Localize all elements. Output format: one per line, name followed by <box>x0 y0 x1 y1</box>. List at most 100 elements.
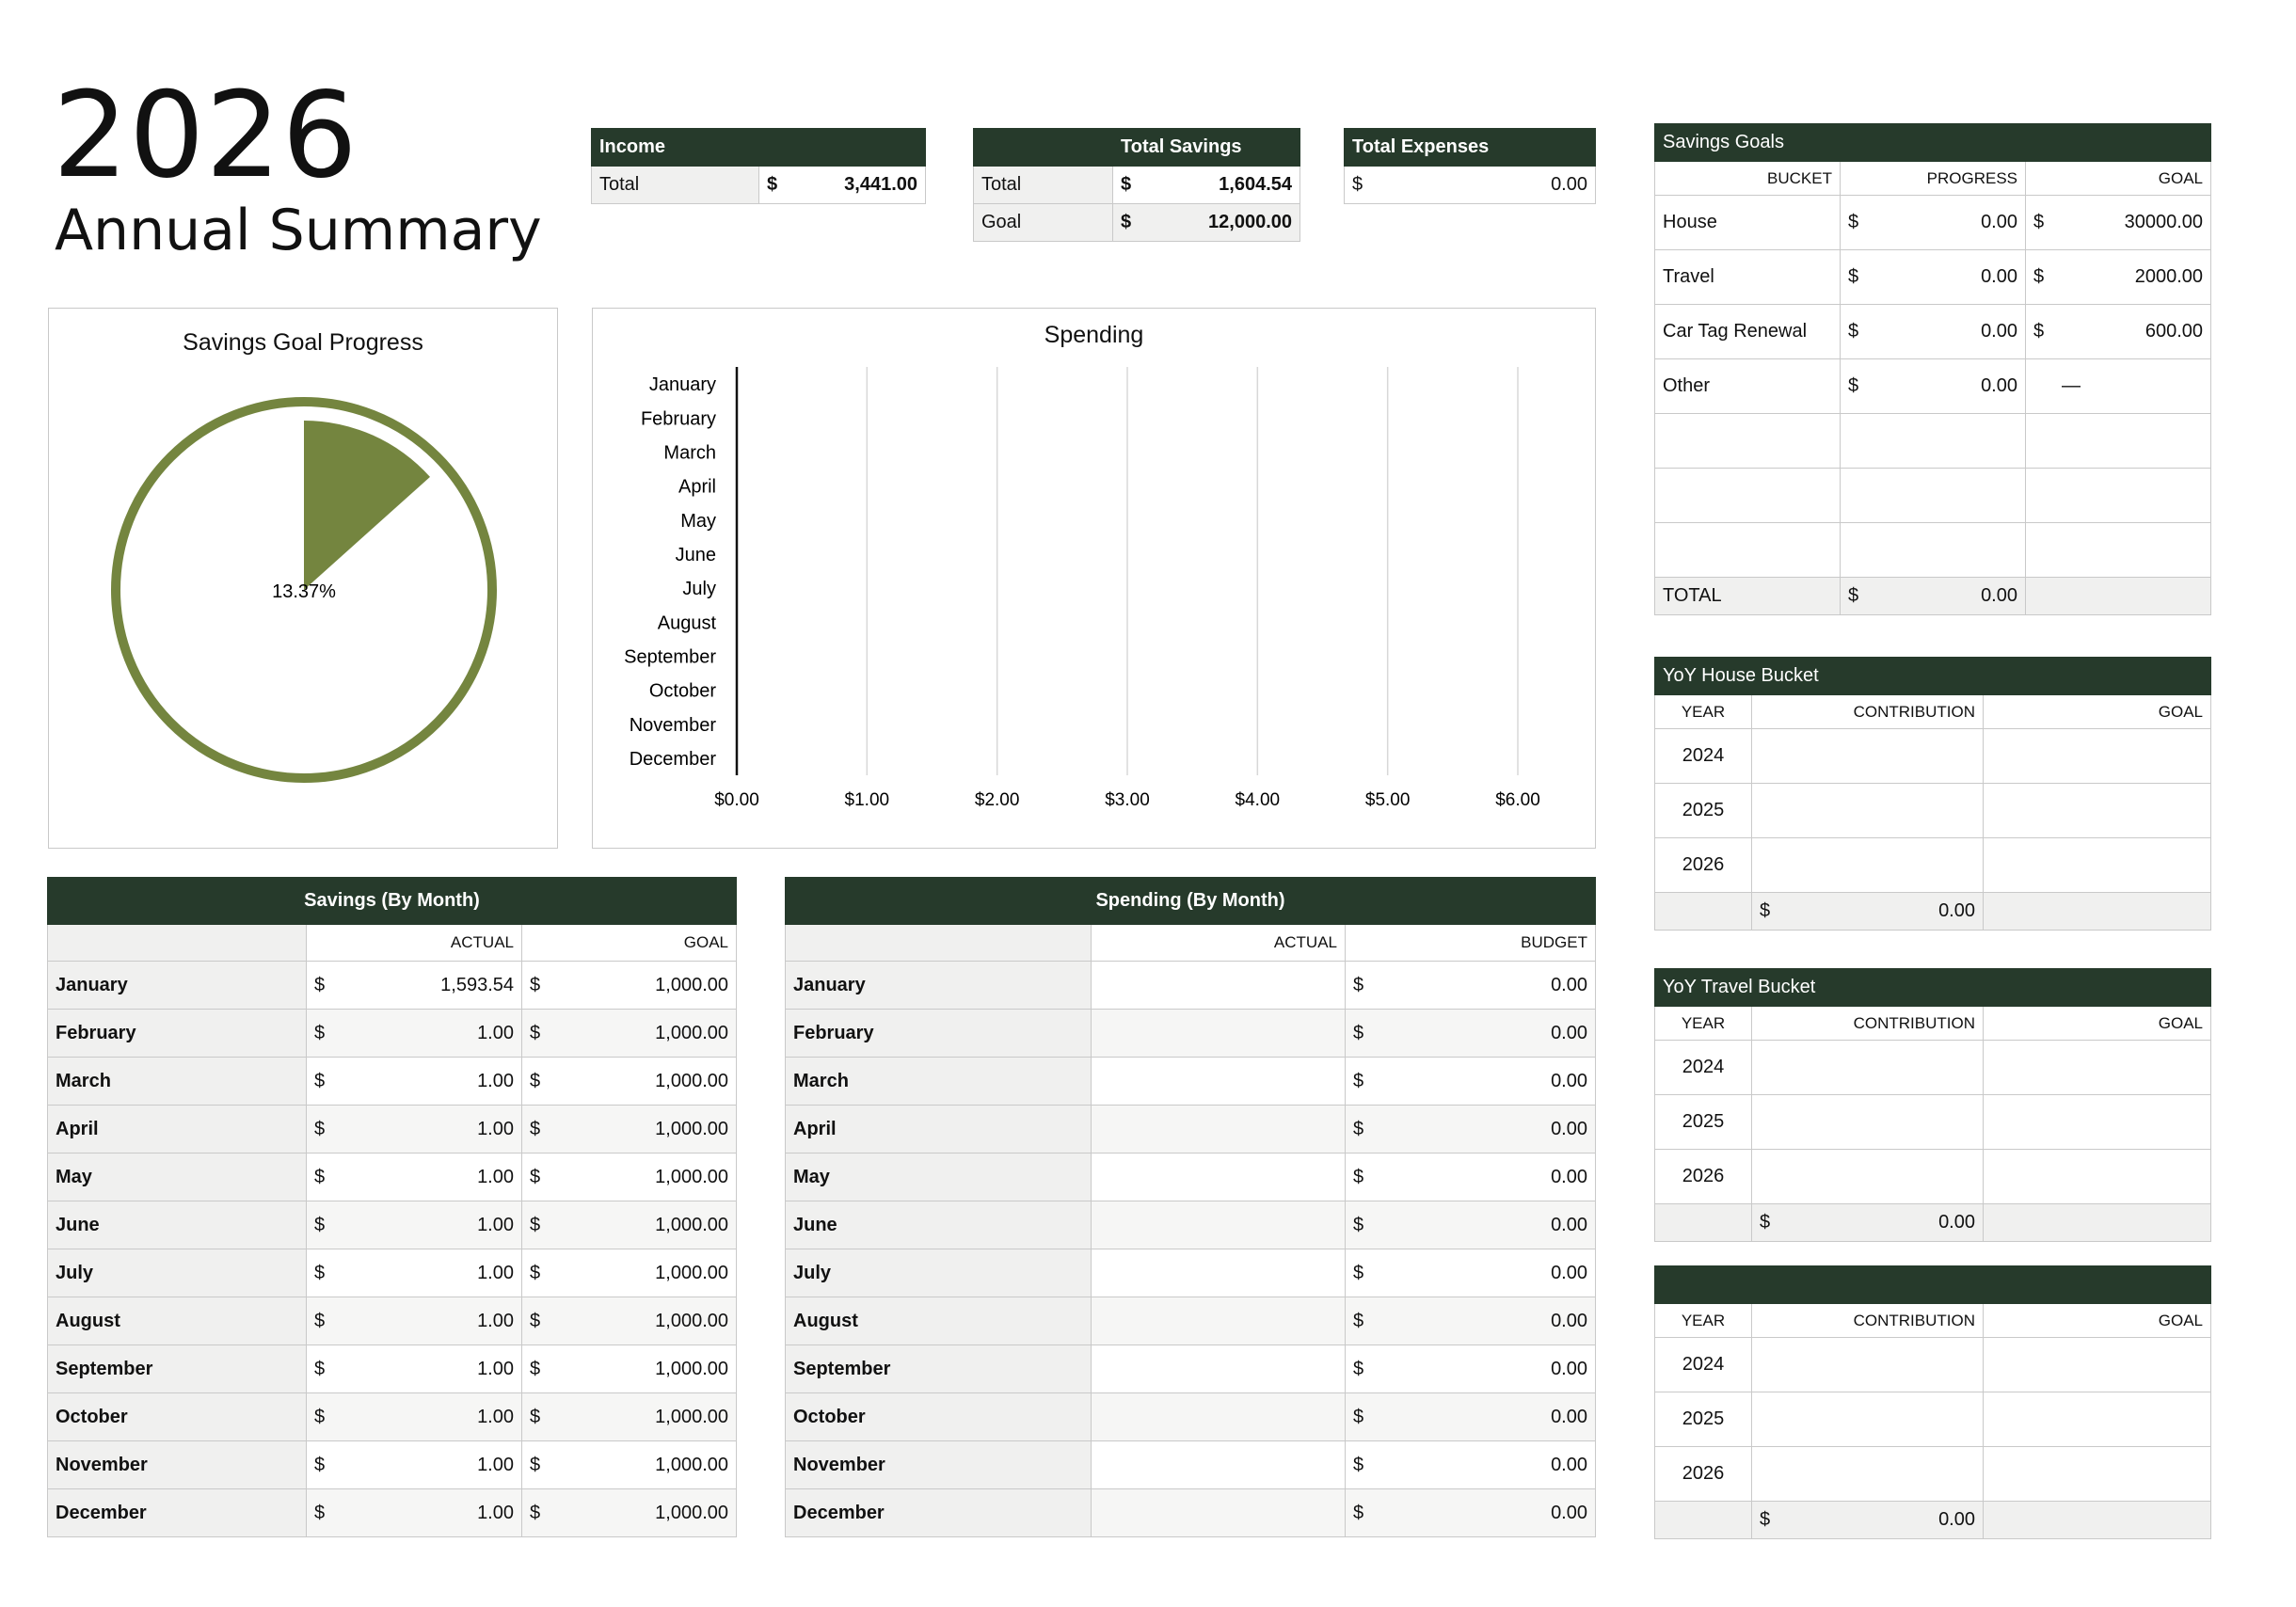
goal-cell[interactable]: $1,000.00 <box>521 1344 737 1393</box>
goal-cell[interactable] <box>1983 1337 2211 1392</box>
goal-cell[interactable] <box>1983 1040 2211 1095</box>
contribution-cell[interactable] <box>1751 783 1984 838</box>
goal-cell[interactable] <box>1983 1392 2211 1447</box>
actual-cell[interactable]: $1.00 <box>306 1057 522 1106</box>
empty-cell[interactable] <box>1840 468 2026 523</box>
contribution-cell[interactable] <box>1751 1337 1984 1392</box>
goal-cell[interactable]: $1,000.00 <box>521 1249 737 1297</box>
actual-cell[interactable] <box>1091 1249 1346 1297</box>
progress-cell[interactable]: $0.00 <box>1840 304 2026 359</box>
total-savings-goal-cell[interactable]: $ 12,000.00 <box>1112 203 1300 242</box>
currency-symbol: $ <box>1848 585 1859 606</box>
actual-cell[interactable] <box>1091 1392 1346 1441</box>
actual-cell[interactable] <box>1091 1488 1346 1537</box>
actual-cell[interactable]: $1.00 <box>306 1297 522 1345</box>
budget-cell[interactable]: $0.00 <box>1345 1297 1596 1345</box>
actual-cell[interactable]: $1.00 <box>306 1440 522 1489</box>
goal-cell[interactable]: $600.00 <box>2025 304 2211 359</box>
goal-cell[interactable] <box>1983 1149 2211 1204</box>
contribution-cell[interactable] <box>1751 1446 1984 1502</box>
actual-cell[interactable] <box>1091 1344 1346 1393</box>
empty-cell[interactable] <box>1840 522 2026 578</box>
goal-cell[interactable]: $30000.00 <box>2025 195 2211 250</box>
goal-value: 1,000.00 <box>655 1118 728 1139</box>
actual-cell[interactable] <box>1091 1057 1346 1106</box>
total-savings-title: Total Savings <box>1112 128 1300 167</box>
goal-cell[interactable]: $1,000.00 <box>521 1392 737 1441</box>
actual-cell[interactable] <box>1091 1105 1346 1154</box>
actual-cell[interactable]: $1.00 <box>306 1105 522 1154</box>
budget-cell[interactable]: $0.00 <box>1345 1153 1596 1201</box>
actual-cell[interactable] <box>1091 961 1346 1010</box>
budget-cell[interactable]: $0.00 <box>1345 961 1596 1010</box>
goal-cell[interactable]: $1,000.00 <box>521 1201 737 1249</box>
month-label: August <box>785 1297 1092 1345</box>
month-label: October <box>47 1392 307 1441</box>
goal-cell[interactable] <box>1983 1446 2211 1502</box>
progress-cell[interactable]: $0.00 <box>1840 358 2026 414</box>
goal-cell[interactable]: $2000.00 <box>2025 249 2211 305</box>
contribution-cell[interactable] <box>1751 1392 1984 1447</box>
empty-cell[interactable] <box>1840 413 2026 469</box>
empty-cell[interactable] <box>1654 522 1841 578</box>
progress-cell[interactable]: $0.00 <box>1840 195 2026 250</box>
goal-cell[interactable] <box>1983 1094 2211 1150</box>
total-cell[interactable]: $0.00 <box>1751 1203 1984 1242</box>
total-cell[interactable]: $0.00 <box>1751 892 1984 931</box>
empty-cell[interactable] <box>1654 413 1841 469</box>
total-cell[interactable]: $0.00 <box>1751 1501 1984 1539</box>
budget-cell[interactable]: $0.00 <box>1345 1057 1596 1106</box>
contribution-cell[interactable] <box>1751 1149 1984 1204</box>
budget-cell[interactable]: $0.00 <box>1345 1009 1596 1058</box>
actual-cell[interactable] <box>1091 1153 1346 1201</box>
total-savings-total-cell[interactable]: $ 1,604.54 <box>1112 166 1300 204</box>
goal-cell[interactable]: $1,000.00 <box>521 1153 737 1201</box>
income-value-cell[interactable]: $ 3,441.00 <box>758 166 926 204</box>
actual-cell[interactable]: $1.00 <box>306 1249 522 1297</box>
table-row: March $0.00 <box>785 1057 1596 1106</box>
actual-cell[interactable]: $1.00 <box>306 1009 522 1058</box>
goal-cell[interactable]: $1,000.00 <box>521 1488 737 1537</box>
actual-cell[interactable] <box>1091 1201 1346 1249</box>
budget-cell[interactable]: $0.00 <box>1345 1344 1596 1393</box>
budget-cell[interactable]: $0.00 <box>1345 1488 1596 1537</box>
goal-cell[interactable] <box>1983 728 2211 784</box>
actual-cell[interactable]: $1,593.54 <box>306 961 522 1010</box>
actual-cell[interactable]: $1.00 <box>306 1392 522 1441</box>
contribution-cell[interactable] <box>1751 1094 1984 1150</box>
goal-cell[interactable]: $1,000.00 <box>521 961 737 1010</box>
contribution-cell[interactable] <box>1751 837 1984 893</box>
progress-cell[interactable]: $0.00 <box>1840 249 2026 305</box>
budget-cell[interactable]: $0.00 <box>1345 1440 1596 1489</box>
actual-cell[interactable] <box>1091 1297 1346 1345</box>
goal-cell[interactable] <box>1983 783 2211 838</box>
total-expenses-cell[interactable]: $ 0.00 <box>1344 166 1596 204</box>
month-label: March <box>47 1057 307 1106</box>
goal-cell[interactable]: $1,000.00 <box>521 1297 737 1345</box>
empty-cell[interactable] <box>2025 522 2211 578</box>
contribution-cell[interactable] <box>1751 1040 1984 1095</box>
budget-cell[interactable]: $0.00 <box>1345 1201 1596 1249</box>
goals-total-cell[interactable]: $0.00 <box>1840 577 2026 615</box>
actual-cell[interactable]: $1.00 <box>306 1488 522 1537</box>
actual-cell[interactable]: $1.00 <box>306 1201 522 1249</box>
empty-cell[interactable] <box>2025 468 2211 523</box>
goal-cell[interactable]: $1,000.00 <box>521 1057 737 1106</box>
budget-cell[interactable]: $0.00 <box>1345 1392 1596 1441</box>
empty-cell[interactable] <box>1654 468 1841 523</box>
currency-symbol: $ <box>530 974 541 995</box>
empty-cell[interactable] <box>2025 413 2211 469</box>
budget-value: 0.00 <box>1551 1166 1587 1187</box>
actual-cell[interactable]: $1.00 <box>306 1153 522 1201</box>
goal-cell[interactable]: — <box>2025 358 2211 414</box>
goal-cell[interactable]: $1,000.00 <box>521 1009 737 1058</box>
goal-cell[interactable]: $1,000.00 <box>521 1440 737 1489</box>
contribution-cell[interactable] <box>1751 728 1984 784</box>
goal-cell[interactable] <box>1983 837 2211 893</box>
actual-cell[interactable] <box>1091 1009 1346 1058</box>
budget-cell[interactable]: $0.00 <box>1345 1105 1596 1154</box>
goal-cell[interactable]: $1,000.00 <box>521 1105 737 1154</box>
actual-cell[interactable] <box>1091 1440 1346 1489</box>
budget-cell[interactable]: $0.00 <box>1345 1249 1596 1297</box>
actual-cell[interactable]: $1.00 <box>306 1344 522 1393</box>
